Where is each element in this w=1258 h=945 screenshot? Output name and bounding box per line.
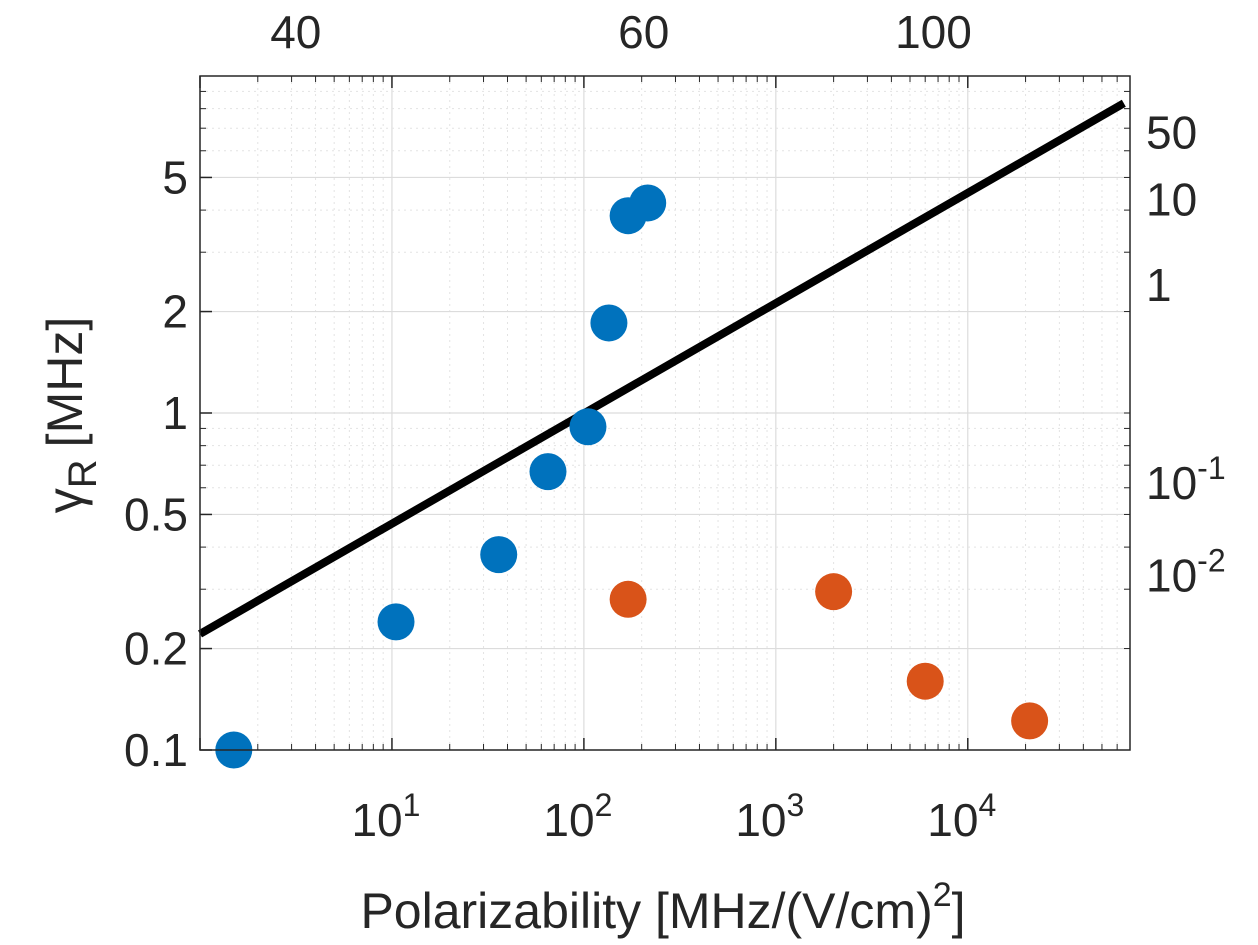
data-point-series-2 <box>906 662 944 700</box>
data-point-series-1 <box>377 603 415 641</box>
right-axis-tick-label: 10-1 <box>1146 450 1226 509</box>
data-point-series-2 <box>815 573 853 611</box>
top-axis-tick-label: 60 <box>618 6 669 58</box>
y-tick-label: 1 <box>162 387 188 439</box>
data-points <box>215 184 1049 769</box>
y-tick-label: 5 <box>162 151 188 203</box>
data-point-series-1 <box>529 453 567 491</box>
data-point-series-2 <box>1011 702 1049 740</box>
data-point-series-1 <box>569 408 607 446</box>
data-point-series-1 <box>480 536 518 574</box>
x-tick-label: 103 <box>735 787 804 846</box>
top-axis-tick-label: 40 <box>270 6 321 58</box>
y-axis-title: γR[MHz] <box>37 317 105 513</box>
right-axis-tick-label: 10-2 <box>1146 542 1226 601</box>
x-tick-label: 104 <box>927 787 996 846</box>
y-tick-label: 2 <box>162 286 188 338</box>
y-tick-label: 0.2 <box>124 623 188 675</box>
data-point-series-2 <box>609 580 647 618</box>
x-axis-title: Polarizability [MHz/(V/cm)2] <box>360 876 965 939</box>
top-axis-tick-label: 100 <box>895 6 972 58</box>
fit-line <box>198 99 1126 638</box>
data-point-series-1 <box>590 304 628 342</box>
x-tick-label: 101 <box>351 787 420 846</box>
right-axis-tick-label: 50 <box>1146 106 1197 158</box>
y-tick-label: 0.1 <box>124 724 188 776</box>
tick-marks <box>199 76 1131 751</box>
data-point-series-1 <box>629 184 667 222</box>
right-axis-tick-label: 10 <box>1146 174 1197 226</box>
fit-line-group <box>198 99 1126 638</box>
right-axis-tick-label: 1 <box>1146 259 1172 311</box>
x-tick-label: 102 <box>543 787 612 846</box>
y-tick-label: 0.5 <box>124 488 188 540</box>
